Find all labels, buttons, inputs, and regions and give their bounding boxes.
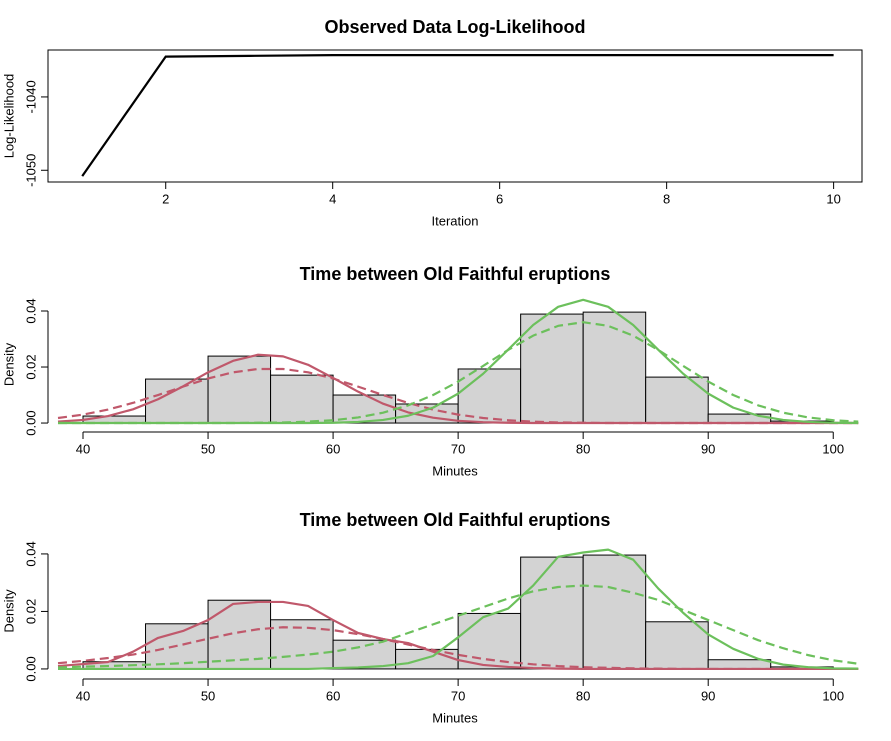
y-axis-label: Density bbox=[1, 342, 16, 386]
chart-title: Time between Old Faithful eruptions bbox=[300, 510, 611, 530]
x-tick-label: 8 bbox=[663, 191, 670, 206]
chart-title: Observed Data Log-Likelihood bbox=[324, 17, 585, 37]
x-axis-label: Iteration bbox=[432, 213, 479, 228]
x-tick-label: 40 bbox=[76, 441, 90, 456]
density-curve-dashed bbox=[58, 321, 859, 425]
x-tick-label: 60 bbox=[326, 688, 340, 703]
x-axis-label: Minutes bbox=[432, 463, 478, 478]
bar bbox=[707, 659, 772, 670]
bar bbox=[582, 311, 647, 424]
bar bbox=[645, 621, 709, 670]
y-tick-label: 0.02 bbox=[23, 599, 38, 624]
x-tick-label: 70 bbox=[451, 441, 465, 456]
x-tick-label: 40 bbox=[76, 688, 90, 703]
x-tick-label: 4 bbox=[329, 191, 336, 206]
bar bbox=[332, 639, 397, 670]
x-tick-label: 50 bbox=[201, 688, 215, 703]
line bbox=[81, 54, 834, 177]
bar bbox=[207, 355, 272, 424]
bar bbox=[270, 374, 334, 424]
bar bbox=[520, 313, 584, 424]
y-tick-label: 0.00 bbox=[23, 410, 38, 435]
density-curve-dashed bbox=[57, 584, 859, 669]
density-curve-dashed bbox=[57, 626, 859, 671]
x-tick-label: 100 bbox=[822, 688, 844, 703]
y-tick-label: 0.04 bbox=[23, 298, 38, 323]
density-curve-dashed bbox=[57, 367, 859, 425]
bar bbox=[645, 376, 709, 424]
x-tick-label: 50 bbox=[201, 441, 215, 456]
plot-area bbox=[57, 298, 859, 425]
y-tick-label: 0.02 bbox=[23, 354, 38, 379]
y-tick-label: -1040 bbox=[23, 80, 38, 113]
density-curve bbox=[58, 548, 859, 671]
x-tick-label: 90 bbox=[701, 441, 715, 456]
y-tick-label: 0.00 bbox=[23, 656, 38, 681]
x-tick-label: 80 bbox=[576, 688, 590, 703]
x-tick-label: 80 bbox=[576, 441, 590, 456]
plot-area bbox=[57, 548, 859, 671]
chart-title: Time between Old Faithful eruptions bbox=[300, 264, 611, 284]
x-tick-label: 6 bbox=[496, 191, 503, 206]
y-tick-label: 0.04 bbox=[23, 541, 38, 566]
x-tick-label: 100 bbox=[822, 441, 844, 456]
y-tick-label: -1050 bbox=[23, 154, 38, 187]
x-tick-label: 10 bbox=[826, 191, 840, 206]
y-axis-label: Log-Likelihood bbox=[1, 74, 16, 159]
x-tick-label: 70 bbox=[451, 688, 465, 703]
x-tick-label: 2 bbox=[162, 191, 169, 206]
bar bbox=[207, 599, 272, 670]
y-axis-label: Density bbox=[1, 589, 16, 633]
x-axis-label: Minutes bbox=[432, 710, 478, 725]
x-tick-label: 90 bbox=[701, 688, 715, 703]
plot-box bbox=[47, 49, 863, 183]
x-tick-label: 60 bbox=[326, 441, 340, 456]
bar bbox=[520, 556, 584, 670]
bar bbox=[582, 554, 647, 670]
